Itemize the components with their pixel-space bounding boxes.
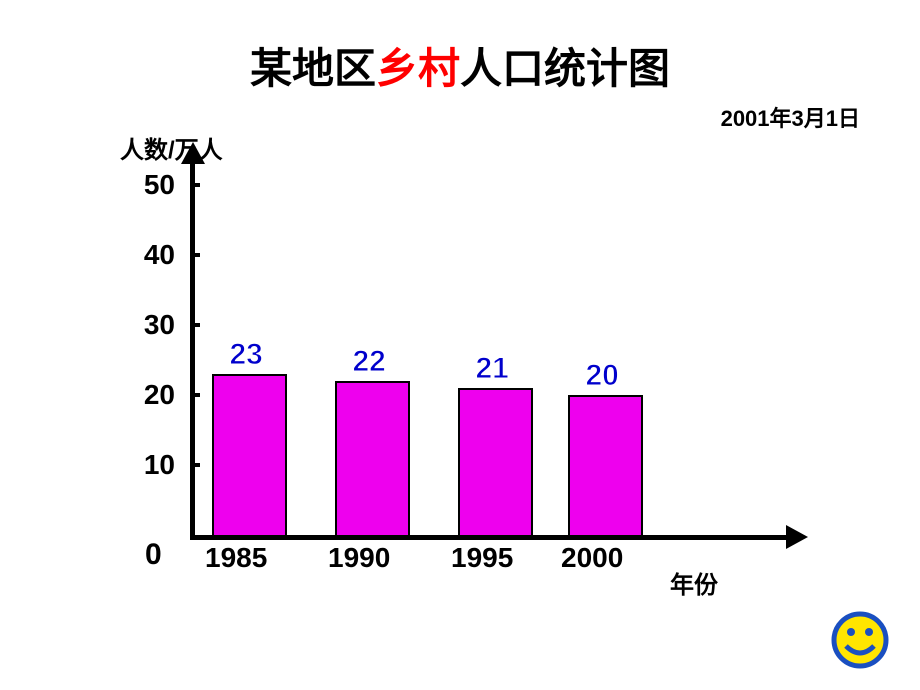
bar-value-label: 22 [353,345,386,379]
x-axis-arrow [786,525,808,549]
bar-value-label: 23 [230,338,263,372]
chart-title: 某地区乡村人口统计图 [0,0,920,96]
x-axis-label: 年份 [670,565,718,600]
y-tick [190,183,200,187]
x-tick-label: 1995 [451,542,513,574]
title-part2: 人口统计图 [460,45,670,92]
bar-value-label: 20 [586,359,619,393]
bar [212,374,287,535]
zero-label: 0 [145,538,162,572]
bar [335,381,410,535]
y-axis-label: 人数/万人 [120,130,223,165]
y-tick-label: 20 [144,379,175,411]
bar-chart: 人数/万人 0 年份 10203040502319852219902119952… [80,130,860,580]
y-tick [190,323,200,327]
y-tick [190,393,200,397]
y-tick-label: 50 [144,169,175,201]
x-tick-label: 1990 [328,542,390,574]
bar [568,395,643,535]
bar [458,388,533,535]
y-tick-label: 40 [144,239,175,271]
chart-date: 2001年3月1日 [0,101,920,133]
y-tick [190,253,200,257]
title-part1: 某地区 [250,45,376,92]
y-tick [190,463,200,467]
x-tick-label: 1985 [205,542,267,574]
x-axis [190,535,790,540]
bar-value-label: 21 [476,352,509,386]
title-highlight: 乡村 [376,45,460,92]
y-tick-label: 10 [144,449,175,481]
y-axis [190,160,195,540]
smiley-icon [830,610,890,670]
y-tick-label: 30 [144,309,175,341]
x-tick-label: 2000 [561,542,623,574]
